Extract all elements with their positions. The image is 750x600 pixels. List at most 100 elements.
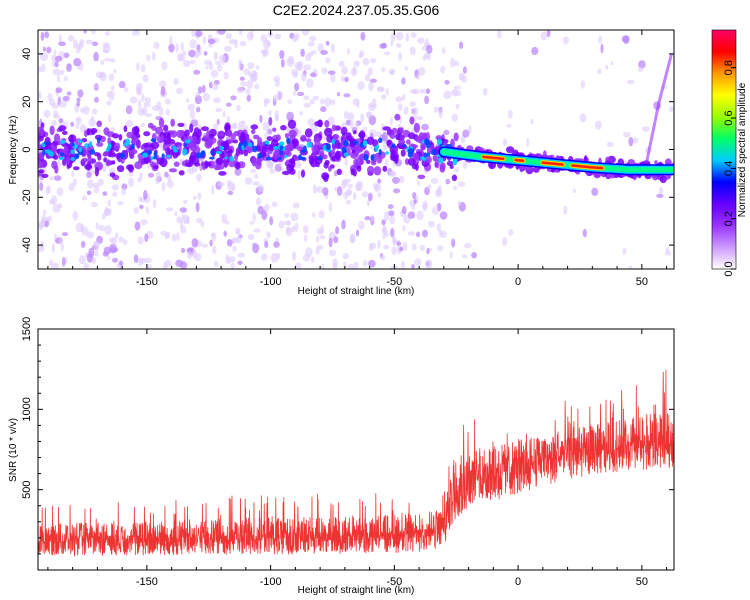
noise-speckle (310, 50, 317, 55)
noise-speckle (274, 238, 280, 242)
band-blob (332, 133, 340, 140)
noise-speckle (253, 228, 261, 233)
noise-speckle (107, 114, 112, 123)
band-highlight (60, 139, 66, 144)
snr-frame (37, 328, 675, 571)
noise-speckle (450, 57, 456, 68)
band-highlight (184, 139, 191, 144)
noise-speckle (319, 98, 325, 105)
noise-speckle (224, 220, 230, 225)
noise-speckle (356, 181, 363, 187)
band-highlight (97, 137, 101, 144)
noise-speckle (57, 203, 63, 209)
noise-speckle (81, 240, 86, 248)
noise-speckle (146, 54, 151, 62)
band-highlight (183, 143, 187, 147)
band-highlight (142, 152, 148, 158)
noise-speckle (90, 115, 95, 122)
noise-speckle (330, 43, 335, 53)
band-highlight (70, 149, 75, 154)
noise-speckle (302, 253, 311, 262)
noise-speckle (638, 60, 646, 69)
noise-speckle (454, 167, 460, 173)
noise-speckle (46, 215, 53, 222)
noise-speckle (395, 31, 404, 41)
band-highlight (431, 149, 437, 156)
band-blob (150, 141, 160, 150)
y-tick-label: 40 (21, 48, 33, 60)
noise-speckle (111, 184, 119, 191)
band-highlight (391, 143, 396, 149)
band-highlight (341, 147, 347, 154)
noise-speckle (91, 108, 98, 115)
noise-speckle (274, 33, 282, 40)
band-blob (382, 165, 388, 172)
noise-speckle (366, 111, 373, 118)
band-blob (243, 149, 249, 157)
noise-speckle (225, 254, 230, 264)
noise-speckle (137, 89, 142, 96)
band-blob (177, 122, 185, 127)
noise-speckle (411, 243, 417, 251)
noise-speckle (250, 30, 254, 38)
noise-speckle (335, 226, 340, 235)
noise-speckle (216, 119, 220, 125)
band-highlight (423, 152, 428, 158)
noise-speckle (349, 235, 355, 244)
noise-speckle (217, 181, 225, 187)
noise-speckle (75, 123, 80, 130)
noise-speckle (436, 223, 441, 232)
band-blob (86, 128, 91, 136)
noise-speckle (77, 89, 84, 98)
noise-speckle (41, 63, 46, 73)
noise-speckle (669, 106, 674, 113)
band-blob (68, 134, 77, 143)
band-highlight (229, 155, 235, 162)
band-blob (143, 131, 151, 137)
noise-speckle (151, 51, 156, 61)
noise-speckle (165, 108, 170, 116)
noise-speckle (181, 247, 186, 254)
noise-speckle (57, 160, 61, 169)
band-blob (268, 116, 273, 126)
noise-speckle (274, 79, 280, 87)
band-highlight (376, 144, 380, 150)
band-blob (38, 169, 45, 174)
colorbar-tick-label: 0.4 (723, 161, 735, 176)
noise-speckle (421, 123, 429, 131)
band-highlight (242, 140, 248, 147)
band-blob (356, 165, 362, 172)
noise-speckle (269, 216, 274, 226)
noise-speckle (310, 72, 317, 78)
noise-speckle (86, 171, 92, 179)
noise-speckle (85, 39, 94, 45)
noise-speckle (605, 64, 609, 70)
band-blob (407, 157, 416, 166)
noise-speckle (337, 92, 340, 97)
noise-speckle (278, 220, 285, 229)
band-blob (323, 127, 333, 137)
noise-speckle (203, 92, 211, 102)
noise-speckle (176, 87, 184, 95)
noise-speckle (104, 31, 111, 36)
x-tick-label: -100 (260, 576, 282, 588)
noise-speckle (108, 73, 115, 81)
band-blob (266, 136, 273, 142)
noise-speckle (502, 237, 508, 247)
noise-speckle (389, 117, 393, 126)
band-highlight (78, 146, 83, 153)
noise-speckle (86, 231, 94, 239)
noise-speckle (51, 102, 60, 109)
noise-speckle (291, 226, 296, 233)
noise-speckle (91, 201, 98, 208)
noise-speckle (73, 39, 78, 49)
noise-speckle (273, 241, 280, 248)
band-blob (415, 163, 419, 171)
noise-speckle (453, 85, 461, 90)
noise-speckle (76, 116, 82, 125)
noise-speckle (328, 202, 333, 212)
band-highlight (264, 140, 270, 145)
noise-speckle (341, 219, 346, 230)
band-blob (287, 119, 297, 129)
noise-speckle (290, 212, 299, 222)
